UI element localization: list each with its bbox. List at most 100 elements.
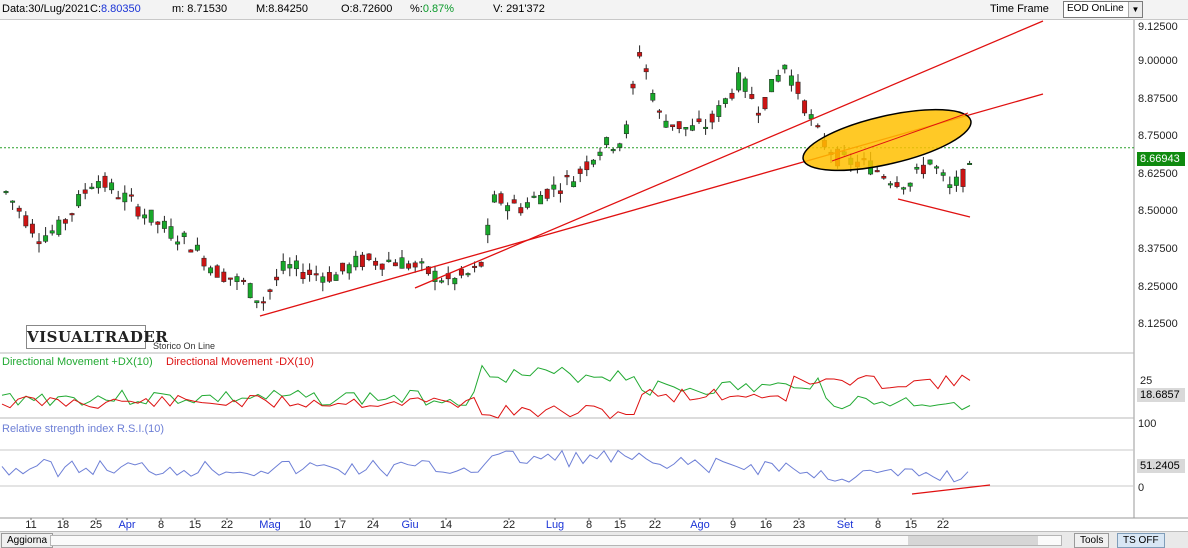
last-price-tag: 8.66943 bbox=[1137, 152, 1185, 166]
candle-body bbox=[89, 186, 95, 189]
candle-body bbox=[254, 300, 260, 304]
price-axis-label: 9.00000 bbox=[1138, 55, 1178, 67]
highlight-ellipse bbox=[802, 108, 972, 172]
footer-bar: Aggiorna Tools TS OFF bbox=[0, 531, 1188, 548]
candle-body bbox=[901, 187, 907, 190]
candle-body bbox=[425, 266, 431, 275]
candle-body bbox=[135, 206, 141, 217]
candle-body bbox=[175, 241, 181, 245]
x-axis-label: Ago bbox=[690, 519, 710, 531]
candle-body bbox=[498, 193, 504, 204]
timeframe-label: Time Frame bbox=[990, 3, 1049, 15]
candle-body bbox=[168, 226, 174, 239]
x-axis-label: 14 bbox=[439, 519, 453, 531]
visualtrader-logo: VISUALTRADER bbox=[26, 325, 168, 349]
candle-body bbox=[267, 289, 273, 292]
update-button[interactable]: Aggiorna bbox=[1, 533, 54, 548]
chart-scrollbar[interactable] bbox=[50, 535, 1062, 546]
candle-body bbox=[874, 170, 880, 173]
candle-body bbox=[676, 121, 682, 129]
candle-body bbox=[148, 209, 154, 223]
candle-body bbox=[491, 194, 497, 203]
x-axis-label: 15 bbox=[188, 519, 202, 531]
candle-body bbox=[201, 257, 207, 267]
pct-readout: %:0.87% bbox=[410, 3, 455, 15]
close-readout: C:8.80350 bbox=[90, 3, 141, 15]
candle-body bbox=[69, 213, 75, 216]
ts-toggle-button[interactable]: TS OFF bbox=[1117, 533, 1165, 548]
candle-body bbox=[287, 264, 293, 269]
candle-body bbox=[524, 202, 530, 208]
candle-body bbox=[194, 244, 200, 251]
x-axis-label: Lug bbox=[545, 519, 565, 531]
candle-body bbox=[709, 113, 715, 123]
candle-body bbox=[307, 269, 313, 275]
candle-body bbox=[623, 124, 629, 135]
candle-body bbox=[293, 260, 299, 270]
candle-body bbox=[419, 261, 425, 264]
trendline-through-ellipse bbox=[831, 112, 969, 162]
timeframe-select[interactable]: EOD OnLine ▼ bbox=[1063, 1, 1143, 18]
candle-body bbox=[227, 277, 233, 280]
candle-body bbox=[538, 194, 544, 205]
storico-label: Storico On Line bbox=[153, 341, 216, 351]
candle-body bbox=[95, 181, 101, 189]
rsi-axis-bottom: 0 bbox=[1138, 482, 1145, 494]
dmi-axis-label: 25 bbox=[1140, 375, 1153, 387]
candle-body bbox=[557, 190, 563, 194]
candle-body bbox=[650, 93, 656, 101]
candle-body bbox=[49, 230, 55, 234]
candle-body bbox=[947, 184, 953, 189]
candle-body bbox=[43, 235, 49, 242]
candle-body bbox=[815, 125, 821, 128]
candle-body bbox=[432, 270, 438, 282]
candle-body bbox=[241, 279, 247, 282]
candle-body bbox=[960, 168, 966, 187]
candle-body bbox=[597, 151, 603, 156]
candle-body bbox=[511, 199, 517, 204]
candle-body bbox=[894, 182, 900, 187]
candle-body bbox=[320, 276, 326, 283]
candle-body bbox=[689, 125, 695, 131]
x-axis-label: 10 bbox=[298, 519, 312, 531]
candle-body bbox=[663, 120, 669, 128]
rsi-label: Relative strength index R.S.I.(10) bbox=[2, 423, 165, 435]
candle-body bbox=[940, 172, 946, 176]
candle-body bbox=[564, 174, 570, 178]
x-axis-label: 8 bbox=[585, 519, 593, 531]
candle-body bbox=[465, 273, 471, 276]
x-axis-label: 23 bbox=[792, 519, 806, 531]
candle-body bbox=[23, 215, 29, 227]
scrollbar-thumb[interactable] bbox=[908, 536, 1038, 545]
candle-body bbox=[82, 189, 88, 194]
candle-body bbox=[181, 232, 187, 237]
candle-body bbox=[16, 207, 22, 212]
candle-body bbox=[577, 168, 583, 174]
candle-body bbox=[887, 183, 893, 186]
chevron-down-icon[interactable]: ▼ bbox=[1128, 2, 1142, 17]
chart-canvas[interactable] bbox=[0, 20, 1188, 520]
candle-body bbox=[392, 262, 398, 267]
divergence-line-price bbox=[897, 198, 971, 218]
candle-body bbox=[736, 72, 742, 91]
tools-button[interactable]: Tools bbox=[1074, 533, 1110, 548]
candle-body bbox=[920, 164, 926, 175]
candle-body bbox=[788, 75, 794, 86]
max-readout: M:8.84250 bbox=[256, 3, 308, 15]
candle-body bbox=[458, 268, 464, 276]
candle-body bbox=[346, 264, 352, 274]
candle-body bbox=[260, 301, 266, 304]
candle-body bbox=[637, 52, 643, 57]
candle-body bbox=[505, 205, 511, 212]
candle-body bbox=[544, 188, 550, 199]
candle-body bbox=[161, 220, 167, 229]
candle-body bbox=[907, 182, 913, 187]
candle-body bbox=[29, 223, 35, 234]
candle-body bbox=[109, 182, 115, 191]
candle-body bbox=[439, 280, 445, 283]
min-readout: m: 8.71530 bbox=[172, 3, 228, 15]
candle-body bbox=[379, 263, 385, 270]
price-axis-label: 8.25000 bbox=[1138, 281, 1178, 293]
x-axis-label: Mag bbox=[259, 519, 281, 531]
price-axis-label: 8.12500 bbox=[1138, 318, 1178, 330]
